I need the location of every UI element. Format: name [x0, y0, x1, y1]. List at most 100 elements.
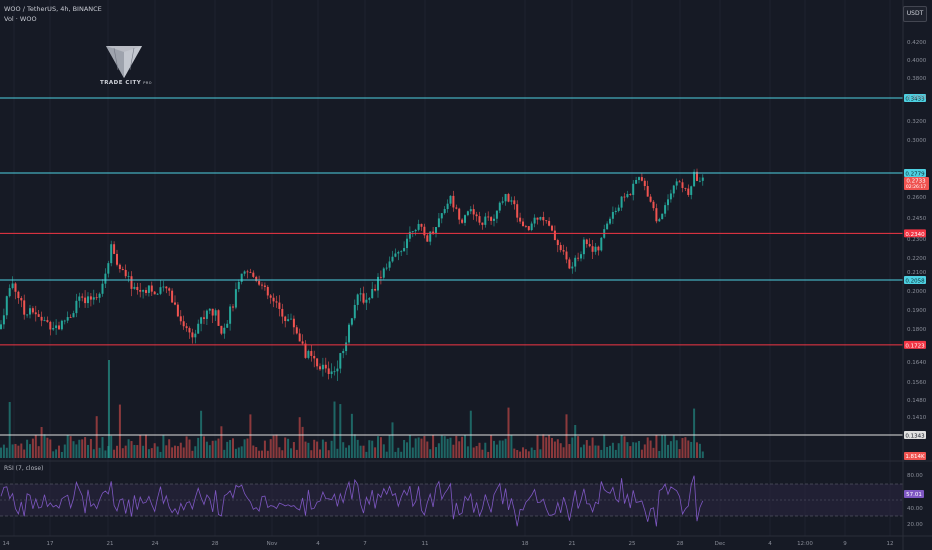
volume-bar [562, 447, 565, 458]
candle-body [417, 223, 420, 230]
volume-bar [321, 439, 324, 458]
candle-body [495, 210, 498, 219]
volume-bar [95, 416, 98, 458]
time-tick-label: 21 [107, 541, 114, 547]
volume-bar [269, 439, 272, 458]
volume-bar [197, 437, 200, 458]
volume-bar [307, 442, 310, 458]
candle-body [536, 217, 539, 220]
candle-body [591, 246, 594, 252]
volume-bar [108, 360, 110, 458]
candle-body [469, 209, 472, 212]
volume-bar [556, 439, 559, 458]
candle-body [414, 229, 417, 232]
volume-bar [116, 445, 118, 458]
volume-bar [411, 447, 414, 458]
candle-body [295, 327, 298, 334]
candle-body [174, 302, 176, 305]
volume-bar [327, 450, 330, 458]
candle-body [493, 218, 495, 221]
candle-body [693, 171, 696, 187]
candle-body [159, 287, 162, 294]
price-tick-label: 0.2100 [907, 270, 927, 276]
candle-body [527, 226, 530, 231]
candle-body [14, 283, 17, 292]
volume-bar [0, 447, 2, 458]
candle-body [585, 239, 588, 245]
volume-bar [191, 450, 194, 458]
volume-bar [272, 435, 275, 458]
candle-body [458, 208, 461, 220]
volume-bar [388, 435, 391, 458]
last-price-value: 0.2733 [906, 179, 926, 185]
price-tick-label: 0.3000 [907, 138, 927, 144]
candle-body [504, 194, 507, 202]
candle-body [185, 326, 188, 329]
candle-body [133, 286, 136, 289]
time-tick-label: 28 [677, 541, 684, 547]
level-label: 0.2779 [905, 172, 925, 178]
candle-body [139, 290, 142, 292]
candle-body [443, 209, 446, 214]
candle-body [559, 245, 562, 251]
candle-body [701, 177, 704, 181]
candle-body [145, 290, 147, 293]
candle-body [379, 276, 382, 278]
volume-bar [400, 451, 403, 458]
time-tick-label: 18 [522, 541, 529, 547]
candle-body [635, 180, 638, 184]
candle-body [307, 351, 310, 358]
candle-body [510, 200, 513, 202]
volume-bar [449, 437, 452, 458]
candle-body [179, 316, 182, 322]
candle-body [339, 353, 342, 369]
volume-bar [545, 437, 548, 458]
price-tick-label: 0.2300 [907, 237, 927, 243]
candle-body [582, 239, 585, 255]
candle-body [371, 288, 374, 299]
level-label-bg [904, 340, 926, 349]
price-tick-label: 0.4200 [907, 40, 927, 46]
volume-last-value: 1.814K [905, 454, 925, 460]
candle-body [420, 223, 423, 227]
candle-body [524, 226, 527, 227]
volume-bar [551, 437, 553, 458]
level-label-bg [904, 275, 926, 284]
volume-bar [348, 445, 350, 458]
volume-bar [2, 444, 5, 458]
candle-body [92, 297, 95, 300]
quote-currency-button[interactable]: USDT [903, 6, 927, 22]
volume-bar [672, 435, 675, 458]
volume-bar [176, 446, 179, 458]
time-tick-label: 24 [152, 541, 159, 547]
candle-body [246, 271, 249, 273]
candle-body [81, 296, 84, 298]
volume-bar [31, 438, 34, 458]
volume-bar [423, 435, 426, 458]
time-tick-label: Dec [715, 541, 726, 547]
volume-bar [52, 451, 55, 458]
candle-body [43, 320, 46, 321]
volume-bar [362, 445, 365, 458]
candle-body [150, 285, 153, 292]
candle-body [49, 321, 52, 330]
level-label-bg [904, 94, 926, 102]
level-label: 0.1723 [905, 343, 925, 349]
candle-body [464, 215, 466, 223]
candle-body [481, 222, 484, 225]
volume-bar [127, 439, 130, 458]
price-tick-label: 0.2600 [907, 195, 927, 201]
candle-body [290, 318, 292, 320]
candle-body [255, 276, 258, 281]
candle-body [452, 195, 455, 208]
candle-body [606, 223, 609, 230]
candle-body [382, 268, 385, 278]
candle-body [234, 289, 237, 308]
candle-body [684, 187, 687, 189]
candle-body [681, 182, 684, 188]
candle-body [490, 217, 493, 221]
level-label: 0.2058 [905, 278, 925, 284]
candle-body [426, 235, 429, 242]
candle-body [406, 238, 408, 249]
